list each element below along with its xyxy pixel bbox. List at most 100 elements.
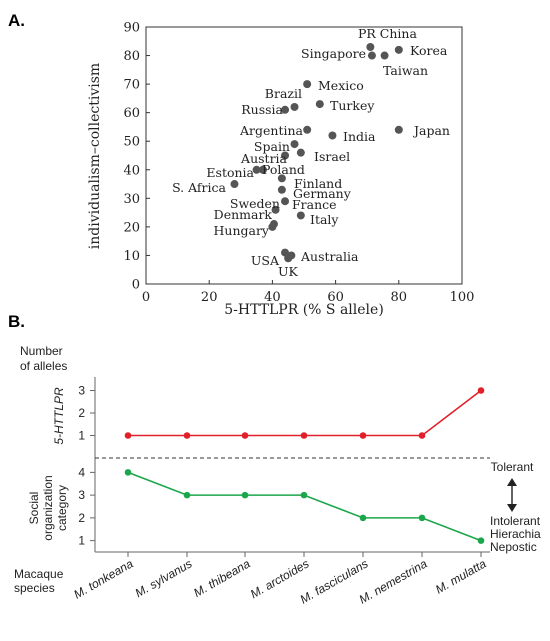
point-label: Germany [293,186,352,201]
point-label: Russia [241,102,283,117]
allele-count-point [418,432,426,439]
y-tick-label: 50 [123,135,140,150]
x-tick-label: 0 [142,290,150,305]
upper-y-tick-label: 3 [78,384,85,398]
allele-count-point [300,432,308,439]
x-tick-label: 40 [264,290,281,305]
y-tick-label: 40 [123,163,140,178]
alleles-header-line2: of alleles [20,359,67,373]
point-label: France [292,197,337,212]
allele-count-point [477,387,485,394]
x-tick-label: 60 [327,290,344,305]
y-tick-label: 0 [132,278,140,293]
scatter-x-ticks: 0 20 40 60 80 100 [142,280,474,305]
scatter-point [394,125,403,134]
scatter-point [328,131,337,140]
point-label: Turkey [330,98,375,113]
scatter-point [296,148,305,157]
lower-y-axis-label-line1: Social [27,492,41,525]
allele-count-point [124,432,132,439]
point-label: Argentina [239,123,304,138]
scatter-panel: 0 20 40 60 80 100 0 10 20 30 40 50 60 70 80 90 PR Chin… [87,21,474,319]
hierachia-annotation: Hierachia [490,527,541,541]
scatter-point [281,105,290,114]
panel-b-x-ticks [127,552,482,557]
tolerance-arrow [507,478,517,512]
social-category-point [418,514,426,522]
panel-b-letter: B. [8,312,25,331]
scatter-point [290,102,299,111]
scatter-point [367,51,376,60]
lower-y-axis-label: Social organization category [27,475,69,540]
scatter-point [277,174,286,183]
y-tick-label: 70 [123,78,140,93]
scatter-point [269,220,278,229]
point-label: Hungary [214,223,270,238]
social-category-point [124,469,132,476]
scatter-x-axis-label: 5-HTTLPR (% S allele) [224,302,384,318]
lower-y-tick-label: 1 [78,534,85,548]
x-tick-label: 80 [391,290,408,305]
x-tick-label: 20 [201,290,218,305]
point-label: Korea [410,43,448,58]
tolerant-annotation: Tolerant [491,460,534,474]
scatter-point [394,45,403,54]
lower-y-axis-label-line2: organization [41,475,55,540]
social-category-point [300,491,308,499]
scatter-point [380,51,389,60]
social-category-point [183,491,191,499]
social-category-point [477,537,485,544]
scatter-y-ticks: 0 10 20 30 40 50 60 70 80 90 [123,21,150,293]
species-axis-label-line1: Macaque [14,567,64,581]
point-label: UK [278,264,299,279]
point-label: S. Africa [172,180,226,195]
y-tick-label: 10 [123,249,140,264]
y-tick-label: 80 [123,49,140,64]
scatter-point [290,140,299,149]
panel-b-y-ticks: 1 2 3 1 2 3 4 [78,384,95,548]
point-label: Australia [300,249,359,264]
y-tick-label: 60 [123,106,140,121]
species-label: M. thibeana [191,556,253,600]
scatter-point [252,165,261,174]
lower-y-tick-label: 4 [78,465,85,479]
panel-b-series [124,387,485,544]
y-tick-label: 20 [123,220,140,235]
scatter-point [271,205,280,214]
point-label: Mexico [318,78,364,93]
macaque-line-panel: Number of alleles 5-HTTLPR Social organi… [14,344,541,607]
allele-count-point [241,432,249,439]
nepostic-annotation: Nepostic [490,540,537,554]
intolerant-annotation: Intolerant [490,514,541,528]
lower-y-axis-label-line3: category [55,485,69,531]
scatter-point [366,42,375,51]
upper-y-tick-label: 2 [78,406,85,420]
scatter-point [284,254,293,263]
scatter-point [303,80,312,89]
point-label: Brazil [265,86,302,101]
lower-y-tick-label: 3 [78,488,85,502]
point-label: Singapore [301,46,366,61]
scatter-point [281,151,290,160]
point-label: Taiwan [383,63,428,78]
point-label: Finland [294,176,342,191]
lower-y-tick-label: 2 [78,511,85,525]
scatter-points [230,42,403,263]
upper-y-tick-label: 1 [78,429,85,443]
alleles-header-line1: Number [20,344,63,358]
social-category-point [359,514,367,522]
point-label: Denmark [214,207,273,222]
point-label: Italy [310,212,339,227]
upper-y-axis-label: 5-HTTLPR [52,387,66,445]
point-label: Estonia [206,165,254,180]
social-category-point [241,491,249,499]
scatter-point-labels: PR China Taiwan Korea Singapore Mexico Brazil… [172,26,450,279]
panel-a-letter: A. [8,11,25,30]
point-label: Poland [262,162,305,177]
point-label: PR China [358,26,417,41]
species-label: M. sylvanus [133,556,195,600]
species-label: M. mulatta [433,556,489,596]
allele-count-line [128,389,482,437]
y-tick-label: 90 [123,21,140,36]
